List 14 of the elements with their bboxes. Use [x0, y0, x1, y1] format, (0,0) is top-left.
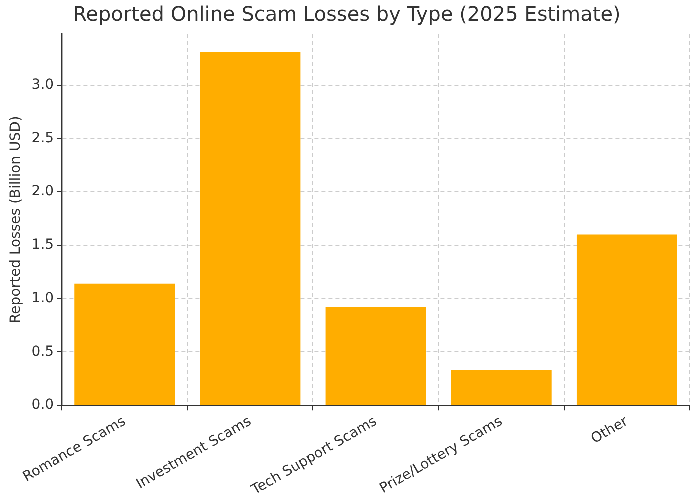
bar: [200, 52, 301, 406]
y-tick-label: 0.5: [32, 344, 54, 360]
bar: [576, 234, 678, 406]
bar: [326, 307, 426, 406]
y-tick-label: 1.0: [32, 290, 54, 306]
y-tick-label: 2.5: [32, 130, 54, 146]
y-tick-label: 0.0: [32, 397, 54, 414]
y-axis-title: Reported Losses (Billion USD): [8, 116, 24, 324]
bar: [451, 370, 552, 406]
chart-title: Reported Online Scam Losses by Type (2025 Estimate): [73, 2, 621, 26]
bar: [74, 284, 176, 406]
y-tick-label: 3.0: [32, 76, 54, 93]
y-tick-label: 1.5: [32, 237, 54, 254]
y-tick-label: 2.0: [32, 184, 54, 200]
